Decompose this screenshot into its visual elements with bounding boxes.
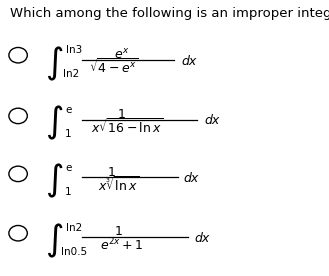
Text: ln0.5: ln0.5	[61, 247, 87, 257]
Text: e: e	[66, 163, 72, 173]
Text: 1: 1	[114, 225, 122, 238]
Text: $e^x$: $e^x$	[114, 48, 130, 62]
Text: 1: 1	[118, 108, 126, 121]
Text: dx: dx	[194, 232, 209, 245]
Text: 1: 1	[64, 129, 71, 139]
Text: $\int$: $\int$	[45, 222, 63, 260]
Text: $\sqrt{4-e^x}$: $\sqrt{4-e^x}$	[89, 58, 138, 76]
Text: $\int$: $\int$	[45, 162, 63, 200]
Text: $x\sqrt{16-\ln x}$: $x\sqrt{16-\ln x}$	[90, 118, 163, 136]
Text: ln2: ln2	[63, 69, 79, 79]
Text: $x\sqrt[3]{\ln x}$: $x\sqrt[3]{\ln x}$	[98, 176, 139, 194]
Text: Which among the following is an improper integral?: Which among the following is an improper…	[10, 7, 329, 20]
Text: $\int$: $\int$	[45, 44, 63, 83]
Text: $e^{2x}+1$: $e^{2x}+1$	[100, 237, 143, 253]
Text: $\int$: $\int$	[45, 104, 63, 142]
Text: dx: dx	[181, 55, 196, 68]
Text: dx: dx	[184, 172, 199, 185]
Text: e: e	[66, 105, 72, 115]
Text: ln3: ln3	[66, 45, 82, 55]
Text: dx: dx	[204, 114, 219, 128]
Text: 1: 1	[64, 187, 71, 197]
Text: 1: 1	[108, 166, 116, 179]
Text: ln2: ln2	[66, 223, 82, 233]
